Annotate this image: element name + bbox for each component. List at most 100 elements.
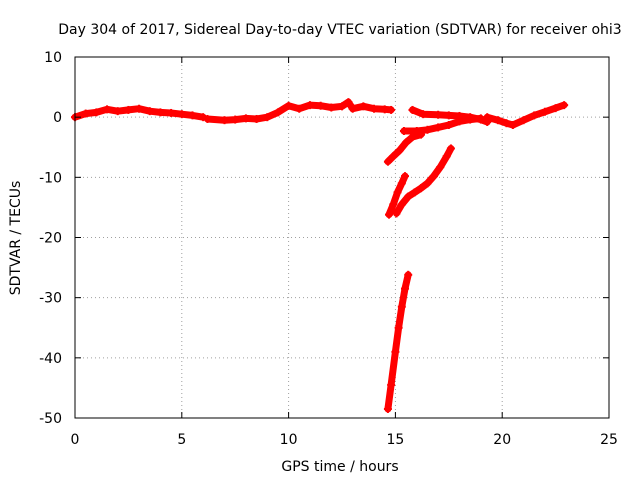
data-point: [338, 102, 346, 111]
data-point: [370, 104, 379, 113]
y-tick-label: 10: [44, 50, 62, 66]
data-point: [263, 113, 272, 122]
data-point: [395, 146, 404, 155]
data-point: [444, 120, 453, 129]
data-point: [231, 115, 240, 124]
data-point: [252, 114, 261, 123]
data-point: [408, 133, 417, 142]
data-point: [156, 108, 165, 117]
data-point: [423, 125, 432, 134]
series-arc-8: [392, 144, 455, 218]
y-tick-label: -50: [39, 411, 62, 427]
data-point: [384, 210, 393, 219]
y-tick-label: -40: [39, 351, 62, 367]
series-arc-7: [384, 172, 410, 219]
data-point: [391, 347, 400, 356]
data-point: [393, 188, 402, 197]
data-point: [394, 323, 403, 332]
data-point: [305, 101, 314, 110]
data-point: [81, 109, 90, 118]
data-point: [444, 111, 453, 120]
data-point: [359, 102, 368, 111]
data-point: [113, 107, 122, 116]
data-point: [508, 120, 517, 129]
data-point: [220, 116, 229, 125]
data-point: [392, 209, 401, 218]
data-point: [483, 113, 492, 122]
data-point: [417, 184, 426, 193]
series-arc-5: [399, 114, 485, 136]
data-point: [92, 108, 101, 117]
x-tick-label: 5: [177, 432, 186, 448]
data-point: [188, 111, 197, 120]
data-point: [295, 104, 304, 113]
data-point: [397, 200, 406, 209]
data-point: [429, 172, 438, 181]
data-point: [167, 108, 176, 117]
data-point: [241, 114, 250, 123]
y-tick-label: -20: [39, 231, 62, 247]
grid-lines: [75, 57, 609, 418]
data-point: [124, 105, 133, 114]
series-arc-4: [483, 101, 569, 129]
data-point: [540, 107, 549, 116]
x-tick-label: 0: [71, 432, 80, 448]
data-point: [417, 130, 426, 139]
data-point: [284, 101, 293, 110]
data-point: [560, 101, 569, 110]
data-point: [327, 103, 336, 112]
data-point: [551, 104, 560, 113]
data-point: [402, 138, 411, 147]
data-point: [423, 179, 432, 188]
data-point: [203, 114, 212, 123]
series-arc-2: [203, 98, 396, 125]
data-points: [71, 98, 569, 413]
data-point: [404, 192, 413, 201]
data-point: [519, 116, 528, 125]
data-point: [387, 380, 396, 389]
x-axis-label: GPS time / hours: [281, 459, 398, 475]
data-point: [493, 116, 502, 125]
data-point: [383, 157, 392, 166]
x-axis-ticks: 0 5 10 15 20 25: [71, 57, 618, 448]
data-point: [455, 117, 464, 126]
data-point: [442, 152, 451, 161]
data-point: [387, 105, 396, 114]
data-point: [434, 110, 443, 119]
data-point: [389, 200, 398, 209]
data-point: [145, 107, 154, 116]
data-point: [397, 179, 406, 188]
data-point: [530, 111, 539, 120]
data-point: [419, 110, 428, 119]
y-tick-label: 0: [53, 110, 62, 126]
data-point: [401, 284, 410, 293]
data-point: [434, 123, 443, 132]
series-band: [393, 145, 455, 217]
data-point: [177, 110, 186, 119]
data-point: [389, 152, 398, 161]
data-point: [436, 163, 445, 172]
y-tick-label: -30: [39, 291, 62, 307]
data-point: [466, 115, 475, 124]
data-point: [446, 144, 455, 153]
data-point: [476, 114, 485, 123]
x-tick-label: 20: [493, 432, 511, 448]
data-point: [410, 188, 419, 197]
y-axis-label: SDTVAR / TECUs: [8, 181, 24, 296]
data-point: [103, 105, 112, 114]
series-arc-1: [71, 104, 208, 122]
series-arc-9: [383, 270, 413, 413]
data-point: [404, 270, 413, 279]
data-point: [316, 101, 325, 110]
data-point: [502, 119, 511, 128]
series-arc-6: [383, 130, 426, 166]
y-axis-ticks: 10 0 -10 -20 -30 -40 -50: [39, 50, 609, 427]
data-point: [348, 104, 357, 113]
y-tick-label: -10: [39, 170, 62, 186]
data-point: [408, 105, 417, 114]
x-tick-label: 25: [600, 432, 618, 448]
data-point: [273, 108, 282, 117]
x-tick-label: 10: [280, 432, 298, 448]
data-point: [344, 98, 353, 107]
